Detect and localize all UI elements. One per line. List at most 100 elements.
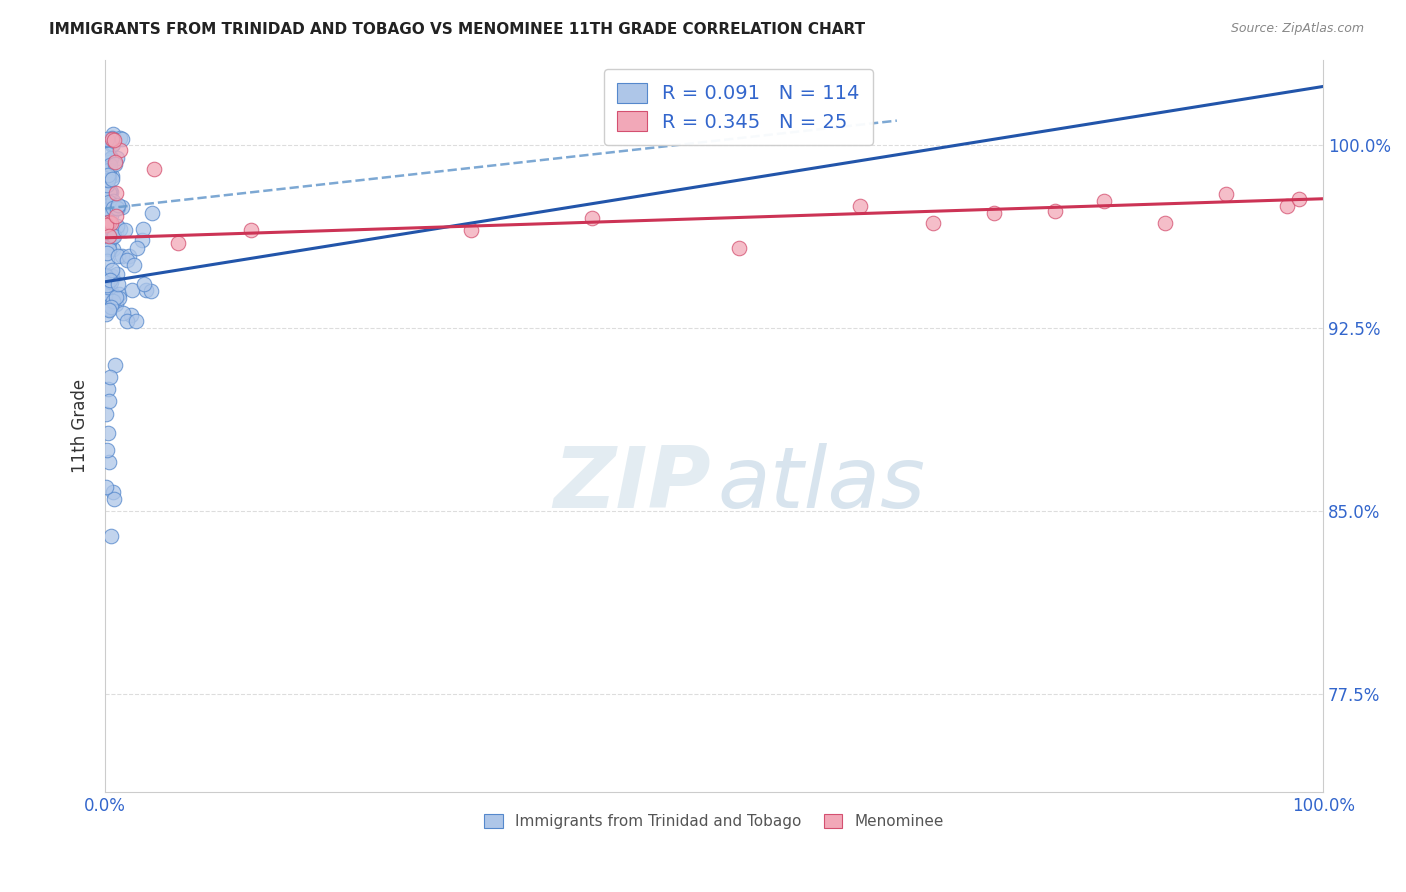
Point	[97, 195, 120, 210]
Point	[97, 286, 120, 301]
Point	[1092, 194, 1115, 209]
Point	[97, 155, 120, 169]
Point	[135, 284, 157, 298]
Point	[100, 137, 122, 152]
Point	[96, 254, 118, 268]
Point	[96, 278, 118, 293]
Point	[118, 249, 141, 263]
Point	[100, 300, 122, 314]
Legend: Immigrants from Trinidad and Tobago, Menominee: Immigrants from Trinidad and Tobago, Men…	[478, 808, 950, 836]
Point	[105, 219, 128, 233]
Point	[96, 172, 118, 186]
Point	[103, 132, 125, 146]
Point	[111, 249, 134, 263]
Point	[98, 199, 121, 213]
Point	[98, 187, 121, 202]
Point	[108, 291, 131, 305]
Point	[100, 208, 122, 222]
Point	[100, 272, 122, 286]
Point	[581, 211, 603, 226]
Point	[111, 306, 134, 320]
Point	[107, 277, 129, 291]
Point	[107, 286, 129, 301]
Point	[124, 258, 146, 272]
Point	[96, 270, 118, 285]
Point	[98, 370, 121, 384]
Point	[98, 302, 121, 317]
Point	[1288, 192, 1310, 206]
Point	[120, 308, 142, 322]
Point	[107, 249, 129, 263]
Point	[107, 201, 129, 215]
Point	[167, 235, 190, 250]
Point	[101, 286, 124, 301]
Point	[100, 229, 122, 244]
Point	[125, 241, 148, 255]
Point	[97, 394, 120, 409]
Point	[105, 297, 128, 311]
Point	[105, 224, 128, 238]
Point	[107, 198, 129, 212]
Point	[98, 153, 121, 168]
Point	[97, 242, 120, 256]
Point	[105, 152, 128, 166]
Point	[131, 222, 153, 236]
Point	[105, 267, 128, 281]
Point	[97, 229, 120, 244]
Point	[104, 155, 127, 169]
Point	[105, 202, 128, 216]
Point	[1153, 216, 1175, 230]
Point	[115, 253, 138, 268]
Point	[111, 132, 134, 146]
Point	[100, 528, 122, 542]
Point	[96, 164, 118, 178]
Point	[96, 246, 118, 260]
Point	[96, 178, 118, 192]
Point	[97, 163, 120, 178]
Point	[97, 455, 120, 469]
Point	[103, 136, 125, 151]
Point	[100, 131, 122, 145]
Point	[104, 358, 127, 372]
Point	[97, 172, 120, 186]
Point	[101, 228, 124, 243]
Point	[97, 169, 120, 184]
Point	[98, 185, 121, 199]
Point	[121, 284, 143, 298]
Point	[114, 223, 136, 237]
Point	[97, 279, 120, 293]
Point	[97, 240, 120, 254]
Point	[94, 285, 117, 300]
Point	[104, 157, 127, 171]
Point	[115, 314, 138, 328]
Point	[922, 216, 945, 230]
Point	[460, 223, 482, 237]
Point	[100, 172, 122, 186]
Point	[94, 167, 117, 181]
Point	[97, 284, 120, 298]
Point	[1043, 203, 1066, 218]
Point	[94, 291, 117, 305]
Point	[97, 202, 120, 216]
Point	[94, 307, 117, 321]
Point	[983, 206, 1005, 220]
Point	[103, 491, 125, 506]
Point	[98, 184, 121, 198]
Point	[98, 287, 121, 301]
Point	[97, 215, 120, 229]
Point	[97, 147, 120, 161]
Point	[94, 161, 117, 175]
Point	[849, 199, 872, 213]
Point	[100, 216, 122, 230]
Point	[96, 480, 118, 494]
Point	[111, 200, 134, 214]
Point	[139, 284, 162, 298]
Text: Source: ZipAtlas.com: Source: ZipAtlas.com	[1230, 22, 1364, 36]
Point	[104, 290, 127, 304]
Text: atlas: atlas	[718, 442, 925, 526]
Point	[108, 143, 131, 157]
Point	[100, 151, 122, 165]
Point	[97, 194, 120, 209]
Point	[108, 222, 131, 236]
Point	[108, 131, 131, 145]
